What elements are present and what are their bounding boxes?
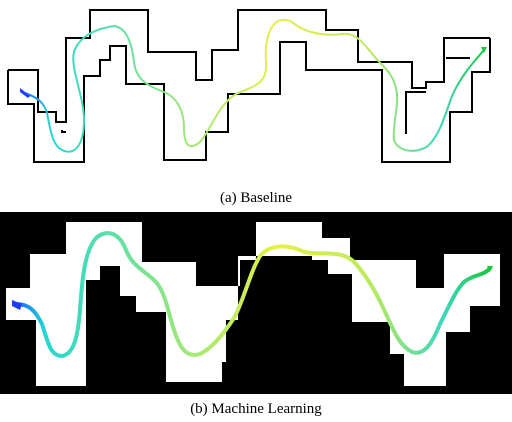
baseline-inner-wall [61,130,66,133]
baseline-panel [7,9,491,163]
start-marker [12,300,22,310]
baseline-trajectory [21,18,485,153]
baseline-inner-wall [405,91,426,134]
machine-learning-panel [0,212,512,394]
caption-machine-learning: (b) Machine Learning [190,401,322,417]
ml-free-space [6,222,500,386]
goal-marker [481,47,487,53]
ml-trajectory [14,231,492,359]
caption-baseline: (a) Baseline [219,190,293,206]
goal-marker [487,266,493,272]
baseline-lower-wall [7,38,491,163]
baseline-upper-wall [8,9,490,123]
start-marker [20,88,30,98]
